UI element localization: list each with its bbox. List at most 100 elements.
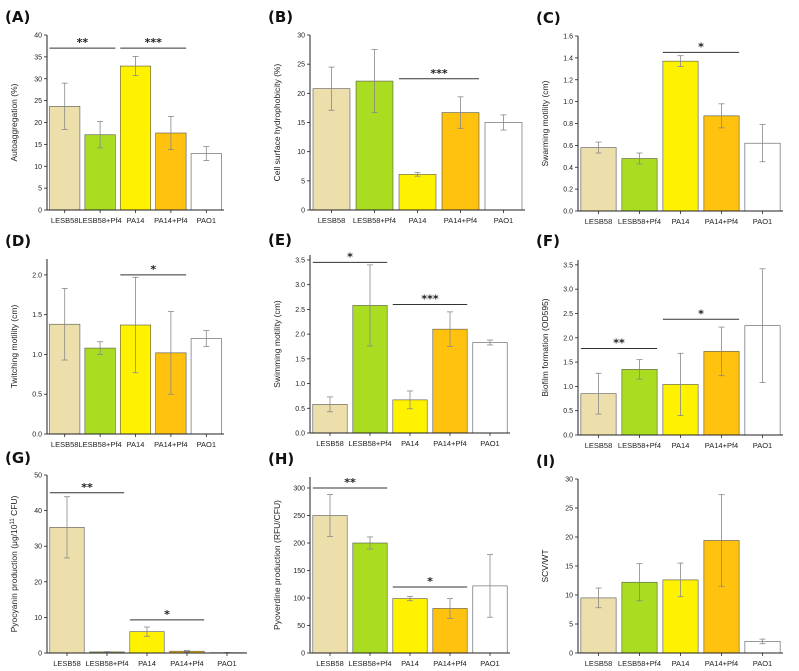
error-bar: [144, 626, 150, 637]
y-tick-label: 20: [34, 120, 42, 127]
y-tick-label: 1.0: [563, 384, 573, 391]
x-tick-label: PA14+Pf4: [154, 440, 187, 449]
error-bar: [167, 115, 174, 151]
x-tick-label: PA14+Pf4: [705, 441, 738, 450]
panel-c: (C) 0.0 0.2 0.4 0.6 0.8 1.0 1.2 1.4 1.6 LESB58 LESB…: [536, 9, 783, 226]
panel-i: (I) 0 5 10 15 20 25 30 LESB58 LESB58+Pf4 PA14 PA14+…: [536, 452, 783, 668]
y-axis-title-sup: 11: [10, 518, 16, 525]
y-axis-title: Autoaggregation (%): [9, 83, 19, 161]
x-tick-label: LESB58: [585, 217, 613, 226]
x-tick-label: LESB58: [316, 659, 344, 668]
y-axis-title: SCV/WT: [540, 549, 550, 582]
y-tick-label: 3.0: [295, 282, 305, 289]
y-tick-label: 2.0: [563, 335, 573, 342]
error-bar: [636, 359, 643, 380]
x-tick-label: PAO1: [480, 659, 499, 668]
x-tick-label: PAO1: [197, 216, 216, 225]
y-axis-title: Twitching motility (cm): [9, 305, 19, 389]
error-bar: [447, 311, 453, 347]
y-tick-label: 1.2: [563, 77, 573, 84]
y-tick-label: 1.4: [563, 55, 573, 62]
y-tick-label: 0.8: [563, 121, 573, 128]
error-bar: [104, 651, 110, 653]
y-tick-label: 200: [293, 541, 305, 548]
panel-f: (F) 0.0 0.5 1.0 1.5 2.0 2.5 3.0 3.5 LESB58 LESB58+…: [536, 232, 783, 450]
bar-pa14: [398, 174, 437, 211]
error-bar: [447, 598, 453, 619]
error-bar: [61, 288, 68, 361]
x-tick-label: LESB58: [585, 441, 613, 450]
bar-pa14-pf4: [441, 112, 480, 211]
bar-pao1: [472, 342, 508, 434]
bar-lesb58: [312, 515, 348, 654]
y-axis-title-text: Swarming motility (cm): [540, 80, 550, 166]
y-tick-label: 100: [293, 596, 305, 603]
y-tick-label: 0.0: [295, 431, 305, 438]
error-bar: [759, 268, 766, 383]
y-axis-title: Cell surface hydrophobicity (%): [272, 64, 282, 182]
bar-pao1: [190, 153, 222, 211]
x-tick-label: LESB58+Pf4: [353, 216, 396, 225]
error-bar: [414, 172, 421, 177]
y-tick-label: 15: [565, 564, 573, 571]
error-bar: [500, 114, 507, 131]
x-tick-label: LESB58+Pf4: [618, 659, 661, 668]
x-tick-label: LESB58+Pf4: [79, 440, 122, 449]
y-tick-label: 0.4: [563, 165, 573, 172]
error-bar: [677, 562, 684, 598]
x-tick-label: PA14: [409, 216, 427, 225]
x-tick-label: PA14: [127, 440, 145, 449]
significance-stars: *: [698, 40, 704, 53]
significance-stars: *: [347, 250, 353, 263]
error-bar: [371, 49, 378, 113]
error-bar: [595, 372, 602, 415]
error-bar: [718, 103, 725, 129]
x-tick-label: PA14+Pf4: [154, 216, 187, 225]
x-tick-label: PA14: [401, 439, 419, 448]
y-tick-label: 0.0: [563, 433, 573, 440]
y-tick-label: 1.5: [32, 312, 42, 319]
y-tick-label: 5: [38, 186, 42, 193]
panel-label: (E): [268, 231, 292, 249]
y-tick-label: 2.0: [295, 332, 305, 339]
y-tick-label: 0: [569, 651, 573, 658]
error-bar: [718, 494, 725, 587]
x-tick-label: PA14: [401, 659, 419, 668]
panel-label: (H): [268, 450, 294, 468]
x-tick-label: LESB58+Pf4: [348, 439, 391, 448]
y-tick-label: 40: [34, 33, 42, 40]
y-tick-label: 250: [293, 513, 305, 520]
y-tick-label: 0: [38, 651, 42, 658]
error-bar: [677, 352, 684, 416]
error-bar: [457, 96, 464, 129]
significance-stars: ***: [145, 36, 163, 49]
error-bar: [203, 330, 210, 347]
bar-lesb58: [580, 147, 617, 212]
x-tick-label: LESB58+Pf4: [618, 441, 661, 450]
x-tick-label: PA14+Pf4: [433, 659, 466, 668]
bar-pa14: [119, 65, 152, 211]
x-tick-label: PAO1: [197, 440, 216, 449]
y-tick-label: 10: [565, 593, 573, 600]
x-tick-label: LESB58: [316, 439, 344, 448]
y-tick-label: 30: [34, 544, 42, 551]
error-bar: [759, 124, 766, 163]
y-tick-label: 0.5: [295, 406, 305, 413]
y-tick-label: 10: [34, 164, 42, 171]
y-axis-title-text: Swimming motility (cm): [272, 300, 282, 388]
significance-stars: ***: [430, 67, 448, 80]
y-tick-label: 2.5: [563, 311, 573, 318]
error-bar: [367, 536, 373, 550]
significance-stars: *: [164, 608, 170, 621]
y-tick-label: 0.0: [32, 432, 42, 439]
y-tick-label: 0: [301, 651, 305, 658]
x-tick-label: PA14: [127, 216, 145, 225]
y-axis-title-text: Twitching motility (cm): [9, 305, 19, 389]
x-tick-label: LESB58+Pf4: [618, 217, 661, 226]
panel-label: (B): [268, 8, 293, 26]
panel-label: (G): [5, 449, 31, 467]
significance-stars: *: [698, 307, 704, 320]
y-tick-label: 20: [565, 535, 573, 542]
y-tick-label: 25: [297, 62, 305, 69]
